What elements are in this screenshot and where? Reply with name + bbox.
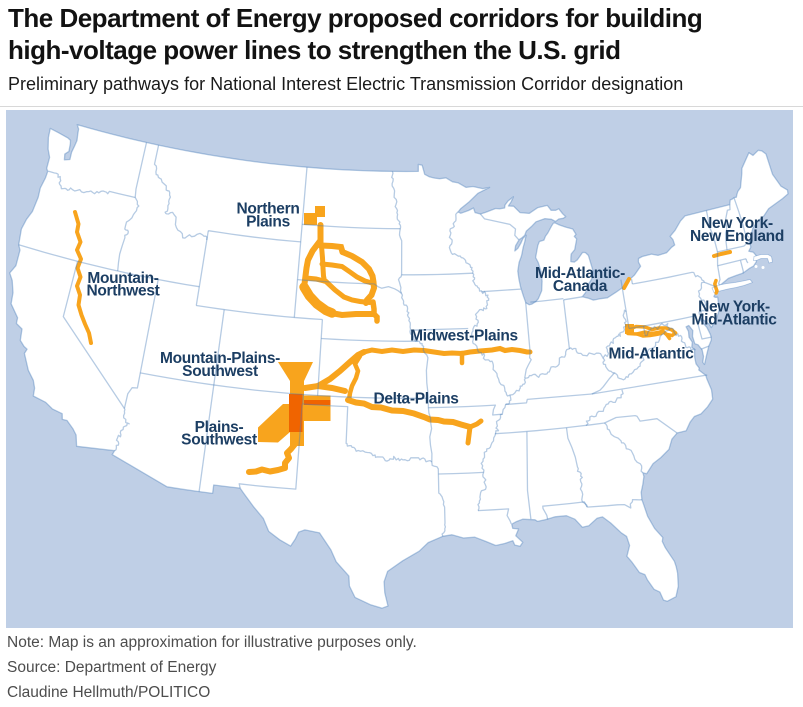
svg-text:Mid-Atlantic: Mid-Atlantic	[608, 346, 694, 363]
svg-text:Mountain-: Mountain-	[87, 270, 158, 287]
svg-text:Plains-: Plains-	[195, 419, 244, 436]
svg-text:Canada: Canada	[553, 278, 608, 295]
svg-text:Delta-Plains: Delta-Plains	[373, 391, 458, 408]
svg-text:New England: New England	[690, 228, 784, 245]
svg-text:New York-: New York-	[701, 215, 773, 232]
svg-text:New York-: New York-	[698, 299, 770, 316]
svg-text:Mid-Atlantic-: Mid-Atlantic-	[535, 265, 625, 282]
svg-text:Southwest: Southwest	[181, 432, 257, 449]
svg-text:Southwest: Southwest	[182, 363, 258, 380]
svg-text:Plains: Plains	[246, 214, 290, 231]
svg-text:Midwest-Plains: Midwest-Plains	[410, 328, 518, 345]
svg-text:Mid-Atlantic: Mid-Atlantic	[691, 312, 777, 329]
svg-text:Northern: Northern	[236, 201, 299, 218]
svg-text:Mountain-Plains-: Mountain-Plains-	[160, 350, 280, 367]
svg-text:Northwest: Northwest	[86, 283, 159, 300]
